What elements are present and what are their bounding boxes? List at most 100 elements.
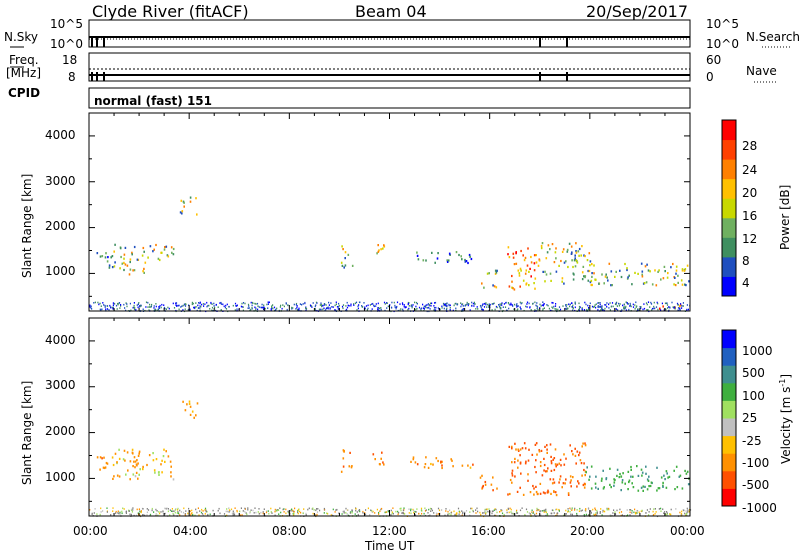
velocity-cell [129, 513, 131, 516]
velocity-cell [277, 509, 280, 511]
velocity-cell [555, 465, 557, 468]
power-cell [516, 306, 518, 308]
power-cell [179, 211, 182, 214]
velocity-cell [679, 511, 681, 514]
velocity-cell [578, 454, 580, 457]
power-cell [571, 251, 573, 254]
power-cell [519, 306, 521, 308]
velocity-cell [675, 465, 678, 468]
velocity-cell [559, 478, 561, 481]
power-cell [429, 308, 431, 310]
velocity-cell [553, 457, 556, 460]
power-cell [251, 301, 253, 304]
power-cell [522, 254, 524, 257]
power-cell [610, 270, 613, 273]
power-cell [404, 306, 406, 309]
velocity-cell [308, 507, 310, 510]
velocity-cell [648, 514, 650, 516]
power-cell [345, 308, 348, 311]
power-cell [458, 253, 460, 257]
power-cell [232, 304, 234, 307]
power-cell [123, 303, 125, 306]
power-cell [567, 265, 569, 269]
power-cell [111, 255, 114, 258]
power-cell [224, 306, 226, 309]
velocity-cell [379, 510, 381, 512]
velocity-cell [557, 512, 559, 515]
power-cell [104, 256, 107, 259]
power-cell [686, 309, 688, 312]
power-cell [488, 306, 490, 308]
velocity-cell [142, 468, 144, 471]
power-cell [449, 253, 451, 256]
power-cell [649, 270, 651, 273]
velocity-cell [282, 508, 284, 511]
velocity-cell [527, 473, 529, 476]
velocity-cell [620, 475, 623, 478]
velocity-cell [662, 481, 664, 484]
velocity-cell [136, 508, 138, 511]
power-cell [104, 304, 106, 307]
power-cell [569, 305, 571, 308]
velocity-cell [374, 458, 376, 461]
power-cell [367, 304, 369, 307]
power-cell [488, 303, 490, 305]
power-cell [389, 304, 391, 306]
power-cell [616, 305, 618, 307]
power-cell [533, 282, 535, 285]
power-cell [574, 254, 576, 257]
velocity-cell [345, 512, 347, 514]
velocity-cell [432, 463, 434, 466]
velocity-cell [342, 465, 345, 468]
power-cell [587, 269, 589, 273]
power-cell [499, 307, 501, 310]
power-cell [347, 304, 349, 307]
power-cell [361, 306, 363, 308]
power-cell [561, 250, 564, 253]
velocity-cell [139, 468, 141, 471]
power-cell [299, 303, 301, 305]
power-cell [91, 308, 93, 310]
velocity-cell [509, 492, 511, 496]
power-cell [415, 305, 417, 308]
velocity-cell [576, 509, 578, 511]
velocity-cell [574, 507, 576, 510]
velocity-cell [437, 507, 440, 510]
velocity-cell [572, 476, 574, 479]
power-cell [513, 303, 516, 306]
power-cell [644, 265, 647, 268]
power-cell [578, 247, 581, 251]
nave-tick-low: 0 [706, 70, 714, 84]
power-cell [533, 262, 536, 265]
power-cell [375, 303, 377, 305]
velocity-cell [175, 508, 177, 510]
power-cell [680, 303, 682, 305]
velocity-cell [425, 456, 427, 459]
power-cell [609, 309, 611, 311]
velocity-cell [569, 444, 571, 447]
power-cell [123, 253, 126, 256]
velocity-cell [565, 513, 567, 515]
power-cell [641, 270, 644, 273]
power-cell [500, 303, 502, 305]
power-cell [449, 304, 451, 307]
vel-ytick-2000: 2000 [45, 424, 76, 438]
power-cell [543, 307, 545, 309]
power-cell [668, 306, 670, 308]
velocity-cell [172, 478, 175, 481]
power-cell [183, 303, 186, 306]
nave-tick-high: 60 [706, 53, 722, 67]
cpid-label: CPID [8, 86, 41, 100]
power-cell [619, 269, 621, 272]
velocity-cell [632, 475, 634, 478]
velocity-cell [559, 458, 562, 461]
velocity-cell [511, 445, 513, 448]
power-cell [565, 305, 567, 308]
power-cell [529, 306, 531, 308]
velocity-cell [299, 510, 301, 513]
power-cell [337, 308, 339, 310]
velocity-cell [553, 490, 555, 493]
velocity-cell [118, 457, 121, 460]
velocity-cell [292, 512, 294, 515]
velocity-cell [289, 513, 291, 516]
